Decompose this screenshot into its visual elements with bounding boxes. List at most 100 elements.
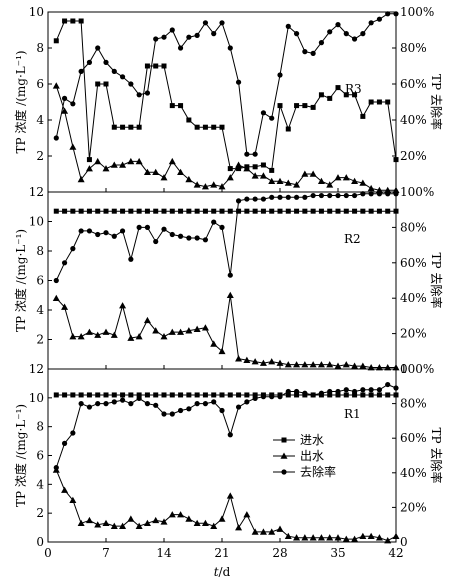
point-removal xyxy=(53,135,59,141)
point-influent xyxy=(136,124,142,130)
point-influent xyxy=(385,392,391,398)
point-effluent xyxy=(392,186,400,193)
point-removal xyxy=(211,219,217,225)
y-axis-left-title: TP 浓度 /(mg·L⁻¹) xyxy=(13,50,28,153)
panel-r2: 2 4 6 8 10 12 0 20% 40% 60% 80% 100% R2 TP 浓度 /(mg·L⁻… xyxy=(13,185,444,376)
legend-label: 进水 xyxy=(300,433,324,447)
series-line-effluent xyxy=(55,469,397,542)
point-removal xyxy=(111,399,117,405)
point-influent xyxy=(211,208,217,214)
point-effluent xyxy=(301,170,309,177)
point-removal xyxy=(103,59,109,65)
point-influent xyxy=(376,99,382,105)
point-influent xyxy=(219,208,225,214)
series-influent xyxy=(53,208,399,214)
point-influent xyxy=(86,208,92,214)
point-effluent xyxy=(102,328,110,335)
right-tick-label: 100% xyxy=(400,185,434,199)
y-axis-right-title: TP 去除率 xyxy=(429,428,444,484)
legend-label: 去除率 xyxy=(300,464,336,479)
point-influent xyxy=(78,18,84,24)
point-influent xyxy=(269,208,275,214)
point-effluent xyxy=(102,165,110,172)
point-influent xyxy=(62,18,68,24)
point-influent xyxy=(368,99,374,105)
point-influent xyxy=(327,95,333,101)
point-influent xyxy=(111,124,117,130)
point-removal xyxy=(260,110,267,116)
point-influent xyxy=(376,208,382,214)
point-removal xyxy=(269,394,275,400)
point-effluent xyxy=(235,524,243,531)
point-influent xyxy=(202,208,208,214)
point-effluent xyxy=(276,359,284,366)
point-influent xyxy=(178,392,184,398)
point-influent xyxy=(343,208,349,214)
left-tick-label: 8 xyxy=(36,420,44,434)
point-removal xyxy=(360,30,366,37)
point-removal xyxy=(252,395,258,402)
point-effluent xyxy=(351,362,359,369)
point-removal xyxy=(219,224,225,230)
point-effluent xyxy=(119,302,127,309)
point-removal xyxy=(119,74,126,80)
point-influent xyxy=(352,92,358,98)
point-removal xyxy=(293,30,300,37)
point-effluent xyxy=(334,174,342,181)
right-tick-label: 80% xyxy=(400,220,427,234)
point-influent xyxy=(310,208,316,214)
point-effluent xyxy=(375,186,383,193)
point-effluent xyxy=(135,522,143,529)
x-axis-title-unit: /d xyxy=(219,565,231,579)
point-removal xyxy=(393,11,399,17)
point-removal xyxy=(327,29,333,35)
left-tick-label: 0 xyxy=(36,535,44,549)
x-tick-label: 21 xyxy=(214,546,229,560)
point-effluent xyxy=(243,165,251,172)
point-effluent xyxy=(102,519,110,527)
point-removal xyxy=(293,194,300,200)
point-effluent xyxy=(259,528,267,535)
point-influent xyxy=(186,117,192,123)
point-removal xyxy=(327,192,333,199)
point-effluent xyxy=(367,184,375,192)
point-effluent xyxy=(317,361,325,368)
left-tick-label: 4 xyxy=(36,477,44,491)
point-removal xyxy=(235,79,242,85)
point-removal xyxy=(227,432,233,438)
point-effluent xyxy=(226,492,234,499)
right-tick-label: 40% xyxy=(400,291,427,305)
point-removal xyxy=(343,30,349,37)
point-effluent xyxy=(177,328,185,335)
point-effluent xyxy=(85,328,93,335)
point-effluent xyxy=(201,324,209,331)
point-removal xyxy=(285,194,291,200)
point-effluent xyxy=(351,535,359,542)
point-effluent xyxy=(160,174,168,181)
point-removal xyxy=(269,194,275,200)
point-effluent xyxy=(61,486,69,493)
point-influent xyxy=(95,81,101,87)
point-effluent xyxy=(69,496,77,503)
point-influent xyxy=(269,167,275,173)
point-removal xyxy=(119,397,126,403)
legend-marker xyxy=(281,469,287,475)
point-effluent xyxy=(301,361,309,368)
point-influent xyxy=(194,124,200,130)
point-removal xyxy=(285,388,291,395)
point-effluent xyxy=(135,333,143,340)
point-removal xyxy=(169,27,175,33)
point-influent xyxy=(161,392,167,398)
point-effluent xyxy=(342,174,350,181)
point-effluent xyxy=(168,328,176,335)
point-influent xyxy=(128,124,134,130)
left-tick-label: 8 xyxy=(36,244,44,258)
point-removal xyxy=(153,238,159,245)
series-line-effluent xyxy=(55,85,396,191)
point-removal xyxy=(277,394,283,400)
point-influent xyxy=(252,208,258,214)
point-removal xyxy=(393,191,399,197)
point-effluent xyxy=(268,358,276,365)
point-removal xyxy=(293,388,300,395)
point-influent xyxy=(111,392,117,398)
